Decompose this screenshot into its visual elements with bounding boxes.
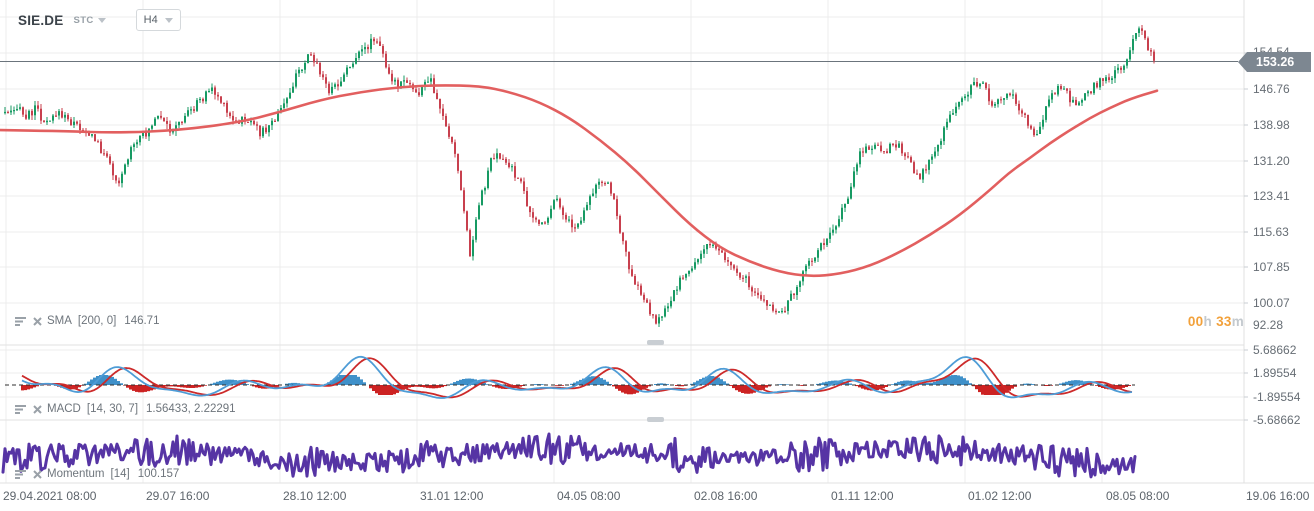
gridlines: [0, 0, 1314, 484]
candle-countdown: 00h 33m: [1020, 314, 1244, 329]
remove-indicator-icon[interactable]: [33, 469, 42, 479]
price-axis-label: 138.98: [1253, 118, 1290, 132]
price-axis-label: 92.28: [1253, 318, 1284, 332]
indicator-row-momentum: Momentum [14] 100.157: [15, 468, 179, 480]
macd-axis-label: -1.89554: [1253, 390, 1301, 404]
indicator-name: MACD: [47, 403, 81, 415]
indicator-value: 100.157: [137, 468, 180, 480]
indicator-settings-icon[interactable]: [15, 316, 28, 326]
time-axis-label: 19.06 16:00: [1246, 489, 1310, 503]
time-axis-label: 01.11 12:00: [831, 489, 894, 503]
indicator-params: [200, 0]: [77, 315, 117, 327]
indicator-settings-icon[interactable]: [15, 404, 28, 414]
time-axis-label: 04.05 08:00: [557, 489, 621, 503]
macd-axis-label: -5.68662: [1253, 413, 1301, 427]
macd-indicator: [5, 355, 1135, 399]
macd-axis-label: 5.68662: [1253, 343, 1297, 357]
countdown-hours: 00: [1187, 314, 1204, 329]
chevron-down-icon: [97, 17, 106, 23]
price-axis-label: 123.41: [1253, 189, 1290, 203]
panel-resize-handle[interactable]: [647, 340, 664, 345]
candlestick-series: [4, 25, 1155, 327]
price-axis-label: 107.85: [1253, 260, 1290, 274]
indicator-name: SMA: [47, 315, 72, 327]
panel-resize-handle[interactable]: [647, 417, 664, 422]
remove-indicator-icon[interactable]: [33, 316, 42, 326]
macd-axis-label: 1.89554: [1253, 366, 1297, 380]
indicator-settings-icon[interactable]: [15, 469, 28, 479]
time-axis-label: 31.01 12:00: [420, 489, 484, 503]
indicator-params: [14, 30, 7]: [86, 403, 139, 415]
timeframe-dropdown[interactable]: H4: [135, 9, 181, 31]
remove-indicator-icon[interactable]: [33, 404, 42, 414]
price-axis-label: 100.07: [1253, 296, 1290, 310]
current-price-badge: 153.26: [1238, 52, 1311, 72]
countdown-minutes-unit: m: [1231, 314, 1244, 329]
timeframe-label: H4: [143, 14, 158, 26]
indicator-row-sma: SMA [200, 0] 146.71: [15, 315, 159, 327]
price-axis-label: 146.76: [1253, 82, 1290, 96]
countdown-minutes: 33: [1216, 314, 1232, 329]
time-axis-label: 29.04.2021 08:00: [3, 489, 97, 503]
time-axis-label: 08.05 08:00: [1106, 489, 1170, 503]
price-axis-label: 131.20: [1253, 154, 1290, 168]
momentum-line: [1, 432, 1137, 479]
price-axis-label: 115.63: [1253, 225, 1289, 239]
indicator-name: Momentum: [47, 468, 105, 480]
indicator-value: 1.56433, 2.22291: [146, 403, 236, 415]
symbol-label: SIE.DE: [18, 12, 64, 28]
time-axis-label: 01.02 12:00: [968, 489, 1032, 503]
chart-header: SIE.DE STC H4: [18, 9, 181, 31]
current-price-value: 153.26: [1256, 55, 1295, 69]
time-axis-label: 28.10 12:00: [283, 489, 347, 503]
indicator-row-macd: MACD [14, 30, 7] 1.56433, 2.22291: [15, 403, 236, 415]
market-code-label: STC: [73, 14, 94, 26]
market-code-dropdown[interactable]: STC: [73, 14, 106, 26]
time-axis-label: 02.08 16:00: [694, 489, 758, 503]
time-axis-label: 29.07 16:00: [146, 489, 210, 503]
indicator-value: 146.71: [124, 315, 160, 327]
sma-line: [0, 84, 1159, 278]
chevron-down-icon: [164, 17, 173, 23]
indicator-params: [14]: [110, 468, 130, 480]
countdown-hours-unit: h: [1203, 314, 1212, 329]
